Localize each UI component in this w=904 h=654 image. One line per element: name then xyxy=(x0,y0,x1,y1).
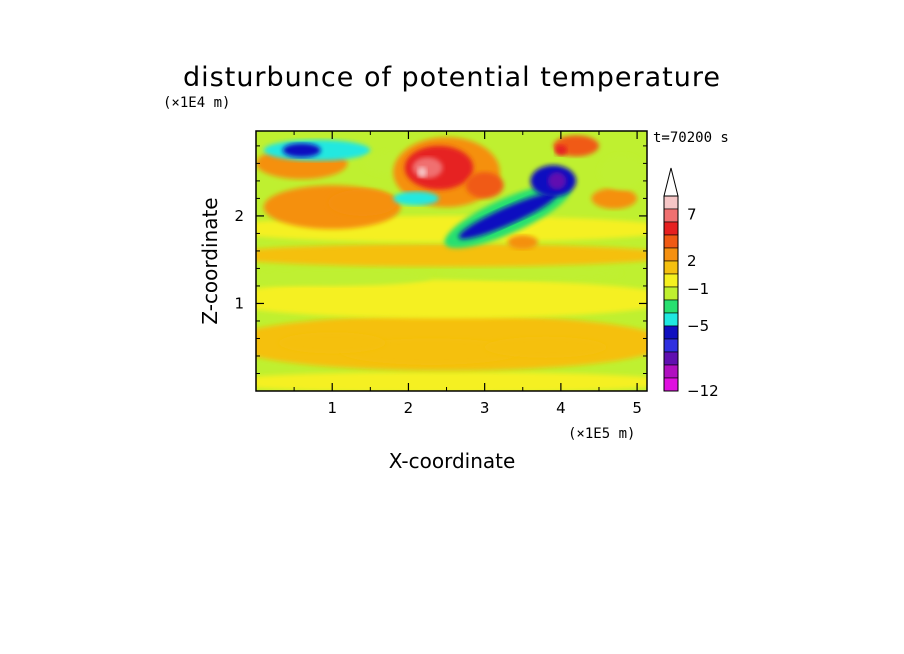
colorbar-swatch xyxy=(663,325,679,340)
field-blob xyxy=(554,145,567,156)
field-blob xyxy=(438,265,622,280)
field-blob xyxy=(256,268,432,286)
colorbar-extend-arrow xyxy=(663,167,679,197)
time-label: t=70200 s xyxy=(653,130,729,146)
field-blob xyxy=(598,154,645,190)
colorbar-swatch xyxy=(663,286,679,301)
y-tick-label: 2 xyxy=(234,207,244,225)
field-blob xyxy=(458,192,557,240)
field-blob xyxy=(417,166,427,178)
colorbar-swatch xyxy=(663,312,679,327)
field-blob xyxy=(282,143,321,158)
x-tick-label: 5 xyxy=(632,399,642,417)
colorbar-swatch xyxy=(663,221,679,236)
field-blob xyxy=(507,235,539,250)
x-tick-label: 3 xyxy=(480,399,490,417)
x-axis-ticks: 1 2 3 4 5 xyxy=(293,131,642,417)
field-blob xyxy=(547,172,567,190)
x-unit-label: (×1E5 m) xyxy=(568,426,635,442)
field-blob xyxy=(465,172,504,199)
field-blob xyxy=(591,187,638,209)
field-blob xyxy=(484,336,607,358)
colorbar-label: 2 xyxy=(687,252,697,270)
colorbar-swatch xyxy=(663,364,679,379)
colorbar-swatch xyxy=(663,208,679,223)
field-blob xyxy=(278,332,386,354)
x-tick-label: 4 xyxy=(556,399,566,417)
colorbar-swatch xyxy=(663,338,679,353)
colorbar-swatch xyxy=(663,247,679,262)
field-blob xyxy=(328,189,398,216)
colorbar-label: 7 xyxy=(687,206,697,224)
colorbar-label: −1 xyxy=(687,280,709,298)
colorbar-label: −12 xyxy=(687,382,719,400)
field-blob xyxy=(339,338,523,365)
colorbar: 7 2 −1 −5 −12 xyxy=(663,167,719,400)
field-blob xyxy=(412,157,443,179)
colorbar-swatch xyxy=(663,260,679,275)
colorbar-swatch xyxy=(663,351,679,366)
colorbar-swatch xyxy=(663,195,679,210)
y-unit-label: (×1E4 m) xyxy=(163,95,230,111)
y-axis-ticks: 12 xyxy=(234,145,647,374)
x-tick-label: 1 xyxy=(327,399,337,417)
plot-frame xyxy=(255,130,648,392)
x-axis-label: X-coordinate xyxy=(389,449,516,473)
colorbar-frame xyxy=(663,195,679,392)
colorbar-swatch xyxy=(663,234,679,249)
chart-title: disturbunce of potential temperature xyxy=(183,62,721,93)
heatmap-field xyxy=(256,131,647,391)
field-blob xyxy=(256,279,647,319)
y-tick-label: 1 xyxy=(234,294,244,312)
colorbar-swatch xyxy=(663,377,679,392)
field-blob xyxy=(393,191,439,206)
field-blob xyxy=(256,243,647,267)
colorbar-swatch xyxy=(663,273,679,288)
x-tick-label: 2 xyxy=(404,399,414,417)
y-axis-label: Z-coordinate xyxy=(198,197,222,324)
colorbar-swatch xyxy=(663,299,679,314)
field-blob xyxy=(256,371,647,391)
colorbar-label: −5 xyxy=(687,317,709,335)
